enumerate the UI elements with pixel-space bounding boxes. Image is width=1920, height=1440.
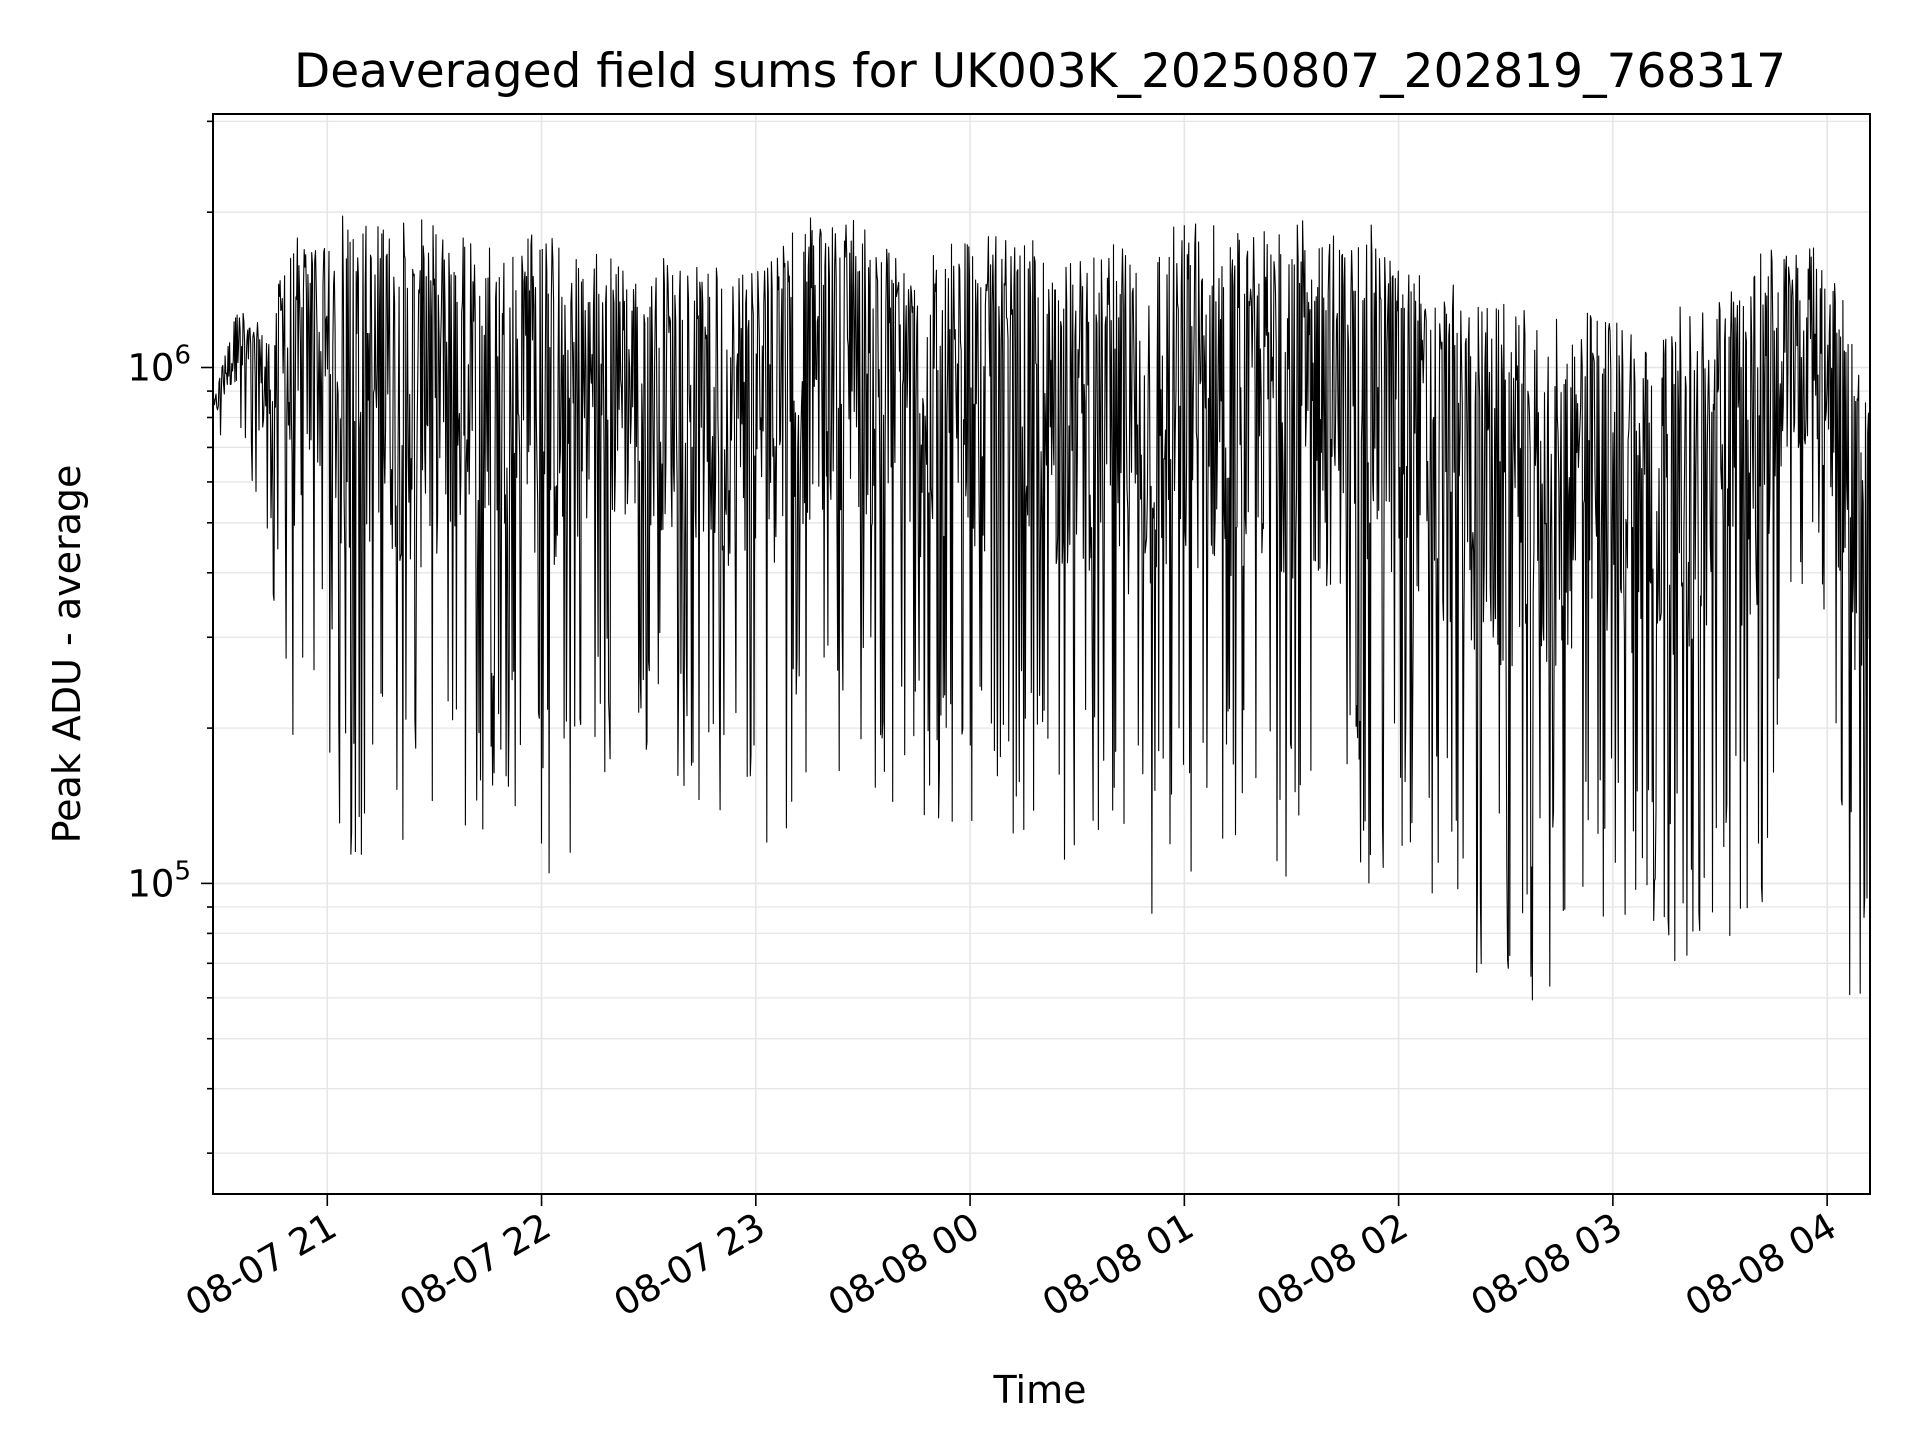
x-tick-label: 08-08 00 [821, 1205, 987, 1325]
x-axis-label: Time [993, 1368, 1087, 1412]
series-line [212, 215, 1871, 1001]
x-tick-label: 08-07 23 [607, 1205, 773, 1325]
y-axis-label: Peak ADU - average [45, 465, 89, 844]
x-tick-label: 08-08 04 [1678, 1205, 1844, 1325]
x-tick-label: 08-07 21 [178, 1205, 344, 1325]
x-tick-label: 08-07 22 [392, 1205, 558, 1325]
y-tick-label: 106 [127, 340, 191, 389]
series-group [212, 215, 1871, 1001]
plot-frame [212, 113, 1871, 1195]
y-tick-label: 105 [127, 856, 191, 905]
grid [213, 114, 1870, 1194]
x-tick-label: 08-08 02 [1250, 1205, 1416, 1325]
x-tick-label: 08-08 01 [1035, 1205, 1201, 1325]
chart-title: Deaveraged field sums for UK003K_2025080… [294, 44, 1786, 99]
x-tick-label: 08-08 03 [1464, 1205, 1630, 1325]
